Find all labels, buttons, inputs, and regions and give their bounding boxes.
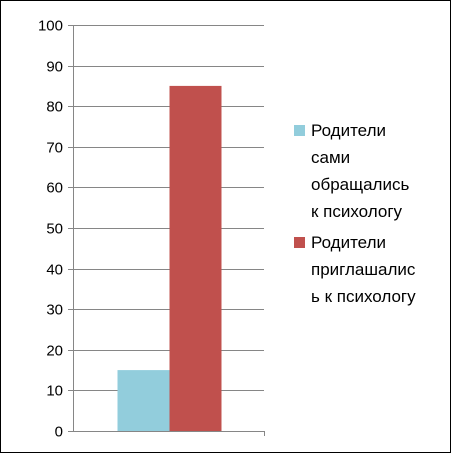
y-tick-label-20: 20 — [46, 343, 63, 360]
bar-series-2 — [169, 85, 222, 432]
legend-label-series-1-line-1: Родители — [311, 121, 386, 140]
grid-lines — [68, 25, 264, 432]
y-tick-label-70: 70 — [46, 140, 63, 157]
y-tick-label-100: 100 — [38, 18, 63, 35]
bar-series-1 — [117, 370, 170, 431]
legend-swatch-series-2 — [294, 237, 305, 248]
legend-label-series-1-line-3: обращались — [311, 175, 409, 194]
legend-label-series-1-line-2: сами — [311, 148, 350, 167]
legend: Родители сами обращались к психологу Родител… — [294, 121, 416, 306]
y-tick-label-10: 10 — [46, 383, 63, 400]
y-tick-labels: 0 10 20 30 40 50 60 70 80 90 100 — [38, 18, 63, 441]
axes — [73, 25, 265, 436]
bars — [117, 85, 222, 432]
y-tick-label-50: 50 — [46, 221, 63, 238]
legend-swatch-series-1 — [294, 125, 305, 136]
y-tick-label-30: 30 — [46, 302, 63, 319]
y-tick-label-0: 0 — [55, 424, 63, 441]
y-tick-label-60: 60 — [46, 180, 63, 197]
y-tick-label-80: 80 — [46, 99, 63, 116]
legend-label-series-2-line-2: приглашалис — [311, 260, 416, 279]
y-tick-label-90: 90 — [46, 59, 63, 76]
legend-label-series-1-line-4: к психологу — [311, 202, 403, 221]
legend-label-series-2-line-3: ь к психологу — [311, 287, 416, 306]
legend-label-series-2-line-1: Родители — [311, 233, 386, 252]
y-tick-label-40: 40 — [46, 262, 63, 279]
